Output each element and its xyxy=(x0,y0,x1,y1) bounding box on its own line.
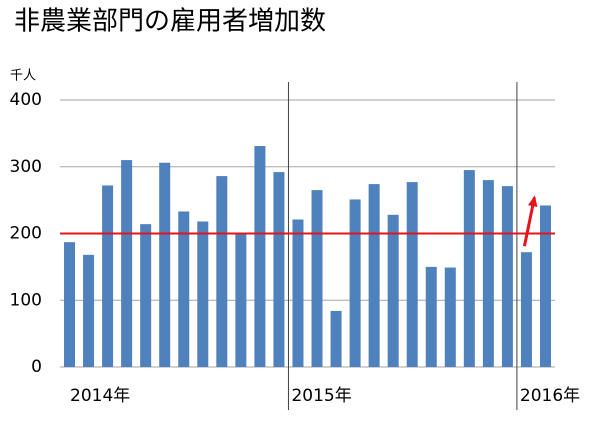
bar xyxy=(425,266,437,367)
y-tick-label: 300 xyxy=(10,157,42,177)
x-tick-label: 2015年 xyxy=(291,386,351,406)
bar xyxy=(83,254,95,367)
bar xyxy=(444,267,456,367)
bar xyxy=(64,242,76,367)
bar xyxy=(330,310,342,367)
y-unit: 千人 xyxy=(10,69,36,84)
bar xyxy=(311,190,323,367)
bar xyxy=(273,172,285,367)
bar xyxy=(501,186,513,367)
chart-title: 非農業部門の雇用者増加数 xyxy=(14,7,326,37)
bar xyxy=(178,211,190,367)
x-tick-label: 2016年 xyxy=(520,386,580,406)
bar xyxy=(121,160,133,367)
bar xyxy=(102,185,114,367)
y-tick-label: 400 xyxy=(10,90,42,110)
x-tick-label: 2014年 xyxy=(70,386,130,406)
bar xyxy=(235,233,247,367)
bar xyxy=(140,224,152,367)
bar xyxy=(254,146,266,367)
bar xyxy=(349,199,361,367)
y-tick-label: 100 xyxy=(10,290,42,310)
bar xyxy=(520,252,532,367)
bar xyxy=(292,219,304,367)
bar xyxy=(463,170,475,367)
arrow-head xyxy=(527,195,538,208)
y-tick-label: 0 xyxy=(31,357,42,377)
bar xyxy=(482,180,494,367)
bar xyxy=(216,176,228,367)
bar xyxy=(406,182,418,367)
y-tick-label: 200 xyxy=(10,224,42,244)
bar xyxy=(197,221,209,367)
bar xyxy=(368,184,380,367)
bar xyxy=(539,205,551,367)
bar xyxy=(159,162,171,367)
bar xyxy=(387,214,399,367)
